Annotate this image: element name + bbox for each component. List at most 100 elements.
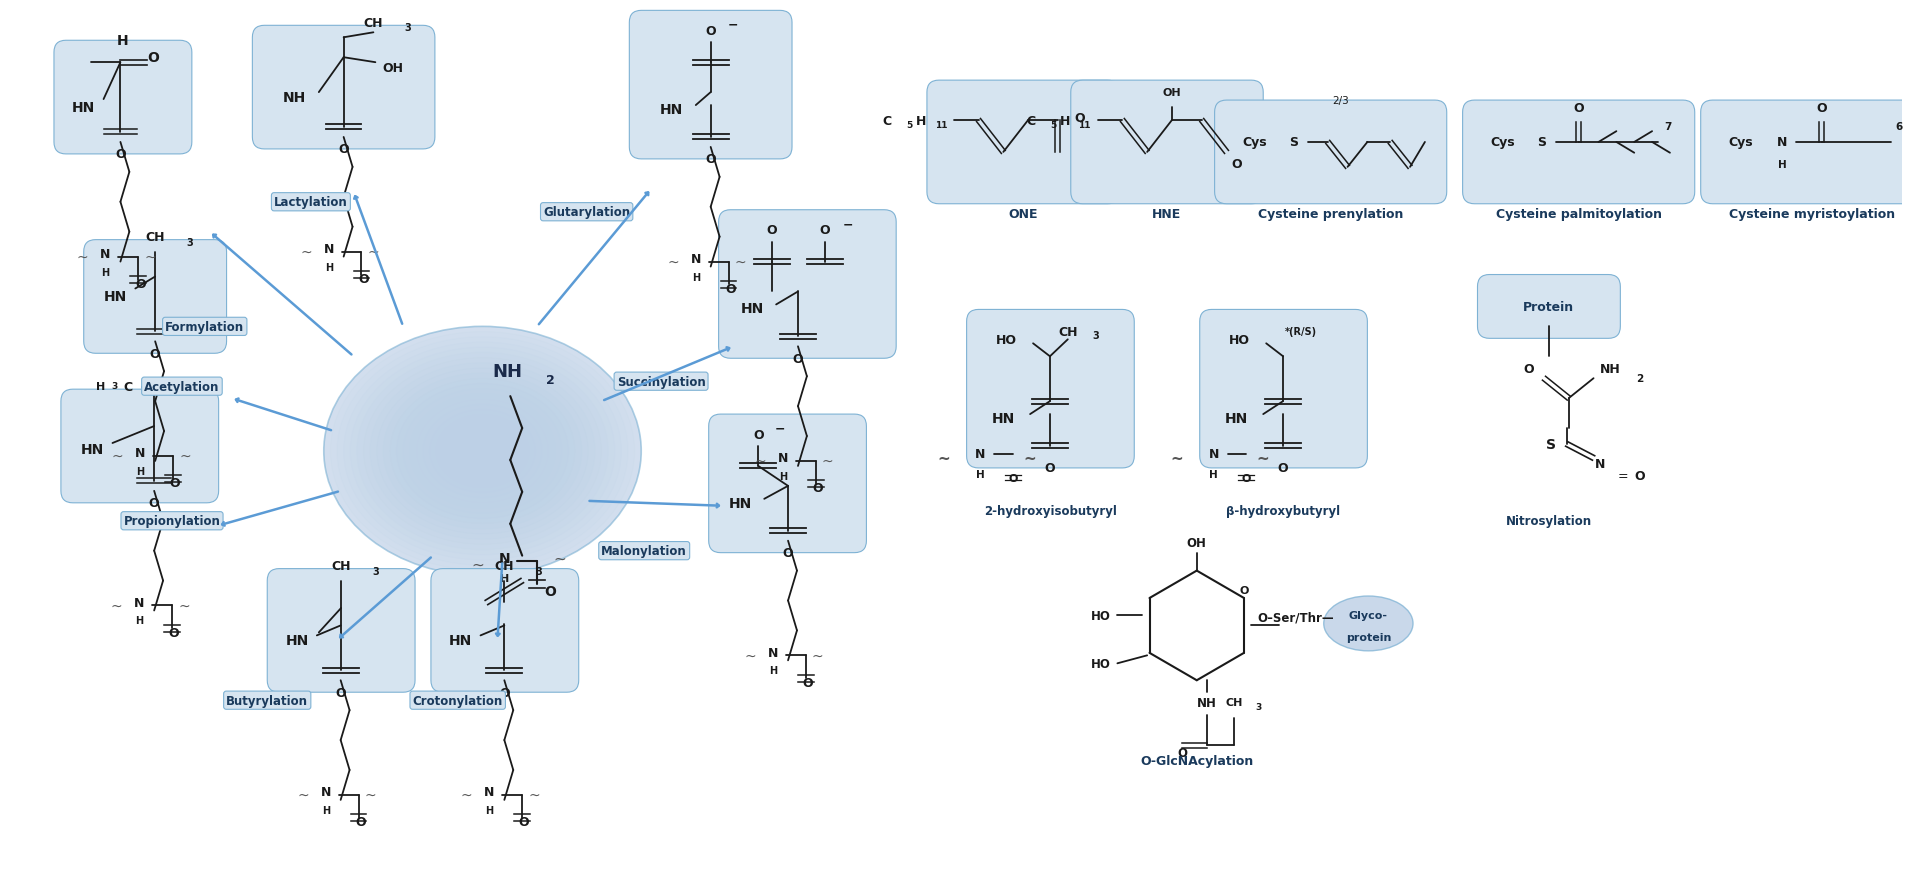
- Text: O: O: [812, 482, 824, 494]
- Text: H: H: [1209, 470, 1219, 479]
- Text: ~: ~: [554, 550, 567, 565]
- Text: H: H: [117, 35, 128, 48]
- Text: O: O: [705, 153, 717, 167]
- Text: Malonylation: Malonylation: [602, 545, 688, 557]
- FancyBboxPatch shape: [266, 569, 416, 693]
- Text: 2: 2: [546, 373, 554, 386]
- Text: ~: ~: [822, 455, 833, 469]
- Text: C: C: [1027, 114, 1037, 128]
- FancyBboxPatch shape: [84, 240, 226, 354]
- Text: O: O: [1044, 462, 1056, 475]
- Text: NH: NH: [1198, 696, 1217, 709]
- FancyBboxPatch shape: [1701, 101, 1916, 205]
- Text: Cysteine palmitoylation: Cysteine palmitoylation: [1496, 208, 1661, 221]
- FancyBboxPatch shape: [718, 211, 897, 359]
- FancyBboxPatch shape: [61, 390, 218, 503]
- FancyBboxPatch shape: [253, 27, 435, 150]
- Text: O: O: [1232, 159, 1242, 171]
- Text: NH: NH: [1600, 362, 1621, 376]
- Text: HN: HN: [285, 633, 308, 648]
- Text: O: O: [1242, 473, 1251, 484]
- Text: HN: HN: [728, 496, 753, 510]
- Text: O: O: [724, 283, 736, 296]
- Text: HNE: HNE: [1152, 208, 1182, 221]
- Text: O: O: [1573, 101, 1585, 114]
- Text: N: N: [975, 448, 985, 461]
- Text: O: O: [803, 676, 812, 689]
- Text: O: O: [498, 686, 510, 699]
- Text: ~: ~: [471, 556, 485, 571]
- Text: CH: CH: [146, 231, 165, 244]
- Text: 3: 3: [404, 23, 412, 34]
- Text: ~: ~: [77, 251, 88, 264]
- Text: O: O: [171, 477, 180, 490]
- Text: N: N: [324, 243, 333, 256]
- Text: Cysteine prenylation: Cysteine prenylation: [1259, 208, 1403, 221]
- Text: ~: ~: [529, 788, 540, 802]
- Text: N: N: [1209, 448, 1219, 461]
- FancyBboxPatch shape: [431, 569, 579, 693]
- Text: O: O: [1008, 473, 1017, 484]
- Text: N: N: [768, 646, 778, 659]
- Text: O: O: [1523, 362, 1535, 376]
- Text: O: O: [1176, 746, 1186, 758]
- Text: ~: ~: [111, 599, 123, 613]
- Text: HO: HO: [1090, 610, 1111, 622]
- Text: S: S: [1537, 136, 1546, 149]
- FancyBboxPatch shape: [1462, 101, 1696, 205]
- Text: O–Ser/Thr—: O–Ser/Thr—: [1257, 611, 1334, 625]
- Text: HN: HN: [659, 103, 682, 117]
- Text: 3: 3: [186, 237, 194, 247]
- Text: ~: ~: [1171, 451, 1184, 466]
- Text: H: H: [768, 665, 778, 675]
- Text: O: O: [339, 144, 349, 156]
- Text: HN: HN: [103, 290, 126, 304]
- Text: N: N: [1596, 458, 1606, 470]
- Text: ~: ~: [745, 649, 757, 663]
- Text: Cys: Cys: [1242, 136, 1266, 149]
- Text: H: H: [136, 616, 144, 626]
- Text: N: N: [485, 786, 494, 798]
- Text: OH: OH: [383, 62, 404, 74]
- Text: H: H: [324, 262, 333, 272]
- FancyBboxPatch shape: [628, 12, 791, 159]
- FancyBboxPatch shape: [709, 415, 866, 553]
- Text: Butyrylation: Butyrylation: [226, 694, 308, 707]
- FancyBboxPatch shape: [1071, 81, 1263, 205]
- Text: N: N: [778, 452, 787, 465]
- Text: N: N: [690, 253, 701, 266]
- Text: S: S: [1546, 438, 1556, 452]
- Text: CH: CH: [494, 559, 513, 572]
- Text: ~: ~: [755, 455, 766, 469]
- Text: ~: ~: [937, 451, 950, 466]
- Text: HO: HO: [1090, 657, 1111, 670]
- Text: O: O: [148, 51, 159, 66]
- Text: H: H: [136, 466, 144, 477]
- Text: N: N: [498, 551, 510, 565]
- Text: O: O: [335, 686, 347, 699]
- Text: ~: ~: [111, 449, 123, 463]
- FancyBboxPatch shape: [1215, 101, 1447, 205]
- Text: β-hydroxybutyryl: β-hydroxybutyryl: [1226, 505, 1341, 517]
- Text: O: O: [354, 815, 366, 828]
- Text: ~: ~: [1023, 451, 1037, 466]
- Text: −: −: [843, 218, 853, 231]
- Text: 3: 3: [372, 566, 379, 576]
- Text: HN: HN: [73, 101, 96, 115]
- Ellipse shape: [1324, 596, 1412, 651]
- FancyBboxPatch shape: [1477, 276, 1621, 339]
- Text: N: N: [100, 248, 111, 260]
- Text: ~: ~: [1257, 451, 1270, 466]
- Text: CH: CH: [1226, 697, 1243, 707]
- Ellipse shape: [324, 327, 642, 576]
- Text: O: O: [753, 428, 764, 441]
- Text: Glyco-: Glyco-: [1349, 610, 1387, 621]
- Text: 2/3: 2/3: [1332, 96, 1349, 106]
- Text: O: O: [149, 347, 161, 361]
- Text: NH: NH: [282, 91, 307, 105]
- Text: O: O: [358, 273, 368, 285]
- Text: N: N: [1776, 136, 1788, 149]
- Text: N: N: [134, 596, 144, 610]
- Text: Protein: Protein: [1523, 300, 1575, 314]
- Text: −: −: [774, 422, 786, 435]
